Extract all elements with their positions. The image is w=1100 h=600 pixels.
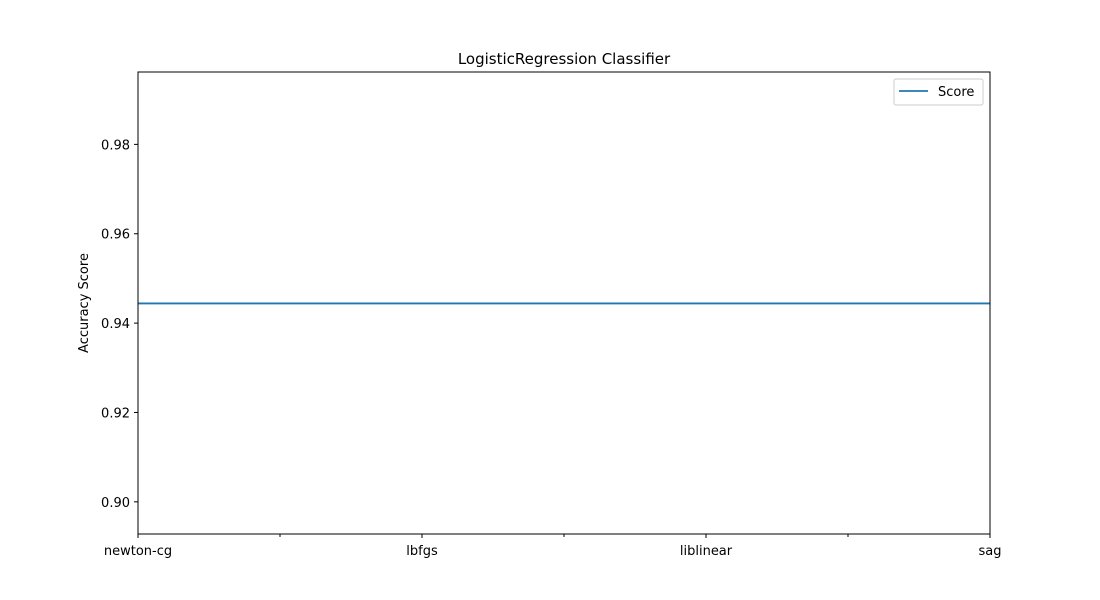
y-tick-label: 0.98 [101, 138, 130, 153]
y-tick-label: 0.96 [101, 228, 130, 243]
x-tick-label: lbfgs [406, 544, 438, 559]
y-tick-label: 0.94 [101, 317, 130, 332]
legend: Score [893, 78, 984, 106]
plot-area: 0.90 0.92 0.94 0.96 0.98 newton-cg lbfgs liblin… [101, 71, 1002, 559]
x-tick-label: sag [979, 544, 1002, 559]
chart-title: LogisticRegression Classifier [458, 50, 671, 68]
legend-box [893, 78, 984, 106]
y-axis-label: Accuracy Score [77, 253, 92, 353]
x-tick-label: liblinear [680, 544, 733, 559]
y-tick-label: 0.90 [101, 496, 130, 511]
x-tick-label: newton-cg [104, 544, 172, 559]
legend-label-score: Score [938, 85, 974, 100]
y-tick-label: 0.92 [101, 406, 130, 421]
